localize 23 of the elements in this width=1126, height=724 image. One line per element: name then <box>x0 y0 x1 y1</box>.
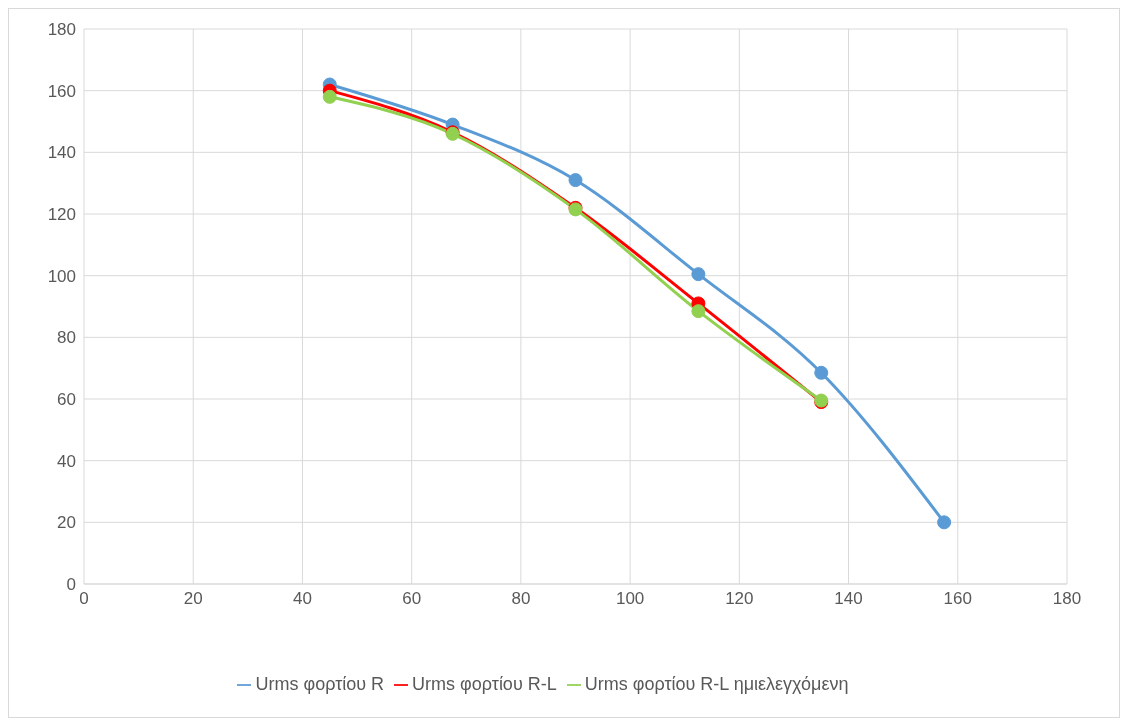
x-tick-label: 0 <box>79 589 89 609</box>
y-tick-label: 80 <box>57 328 76 348</box>
y-tick-label: 140 <box>47 143 76 163</box>
x-tick-label: 120 <box>725 589 754 609</box>
x-tick-label: 40 <box>292 589 312 609</box>
y-tick-label: 0 <box>66 575 76 595</box>
x-tick-label: 20 <box>183 589 203 609</box>
x-tick-label: 60 <box>402 589 422 609</box>
y-tick-label: 120 <box>47 205 76 225</box>
legend-label: Urms φορτίου R <box>255 674 385 694</box>
legend-label: Urms φορτίου R-L <box>412 674 557 694</box>
y-tick-label: 60 <box>57 390 76 410</box>
y-tick-label: 180 <box>47 20 76 40</box>
x-tick-label: 160 <box>943 589 972 609</box>
y-tick-label: 100 <box>47 266 76 286</box>
x-tick-label: 80 <box>511 589 531 609</box>
x-tick-label: 180 <box>1052 589 1082 609</box>
x-tick-label: 140 <box>834 589 863 609</box>
x-tick-label: 100 <box>615 589 645 609</box>
y-tick-label: 40 <box>57 451 76 471</box>
legend-label: Urms φορτίου R-L ημιελεγχόμενη <box>584 674 849 694</box>
y-tick-label: 160 <box>47 81 76 101</box>
y-tick-label: 20 <box>57 513 76 533</box>
